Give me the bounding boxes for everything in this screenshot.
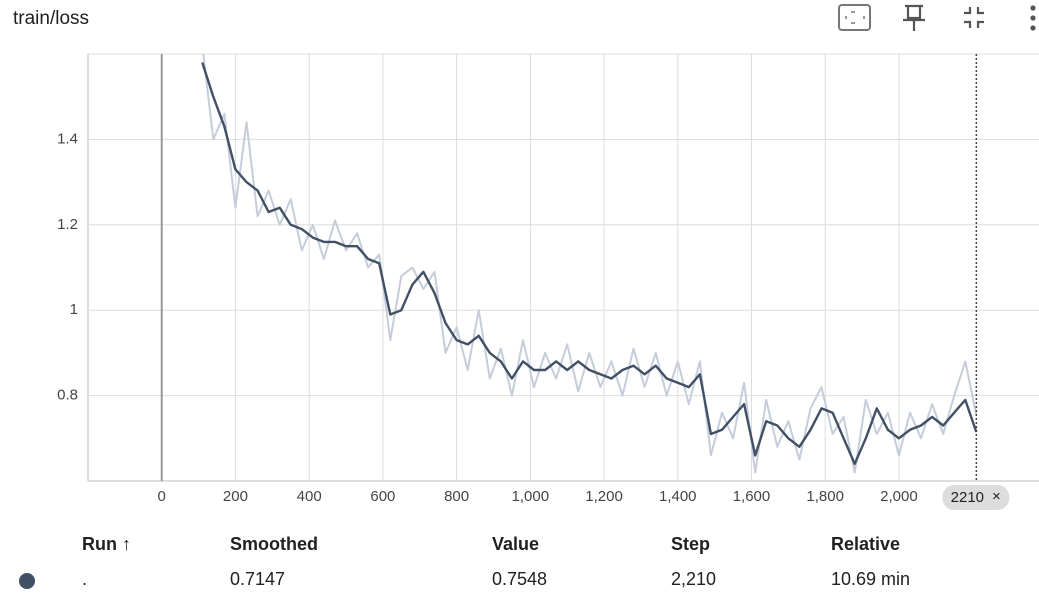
table-cell: 0.7548 <box>492 569 547 589</box>
cursor-chip <box>942 485 1010 510</box>
y-tick-label: 1.2 <box>57 216 78 233</box>
card-title: train/loss <box>13 8 89 29</box>
cursor-close[interactable]: × <box>992 488 1001 505</box>
collapse-button[interactable] <box>964 7 984 28</box>
column-header: Step <box>671 534 710 554</box>
more-menu[interactable] <box>1030 5 1036 31</box>
y-tick-label: 0.8 <box>57 387 78 404</box>
x-tick-label: 200 <box>223 488 248 505</box>
series-line <box>202 54 978 474</box>
column-header: Smoothed <box>230 534 318 554</box>
y-tick-label: 1.4 <box>57 130 78 147</box>
run-color <box>19 573 35 589</box>
table-cell: 0.7147 <box>230 569 285 589</box>
column-header: Relative <box>831 534 900 554</box>
column-header: Run ↑ <box>82 534 131 554</box>
table-cell: . <box>82 569 87 589</box>
cursor-label: 2210 <box>951 489 984 506</box>
pin-button[interactable] <box>903 4 925 31</box>
series-line <box>201 62 978 466</box>
fullscreen-button[interactable] <box>838 4 871 31</box>
table-cell: 10.69 min <box>831 569 910 589</box>
x-tick-label: 1,800 <box>806 488 844 505</box>
x-tick-label: 2,000 <box>880 488 918 505</box>
x-tick-label: 0 <box>158 488 166 505</box>
x-tick-label: 800 <box>444 488 469 505</box>
x-tick-label: 1,600 <box>733 488 771 505</box>
x-tick-label: 1,200 <box>585 488 623 505</box>
x-tick-label: 1,000 <box>512 488 550 505</box>
x-tick-label: 600 <box>370 488 395 505</box>
column-header: Value <box>492 534 539 554</box>
x-tick-label: 1,400 <box>659 488 697 505</box>
x-tick-label: 400 <box>297 488 322 505</box>
y-tick-label: 1 <box>70 301 78 318</box>
table-cell: 2,210 <box>671 569 716 589</box>
